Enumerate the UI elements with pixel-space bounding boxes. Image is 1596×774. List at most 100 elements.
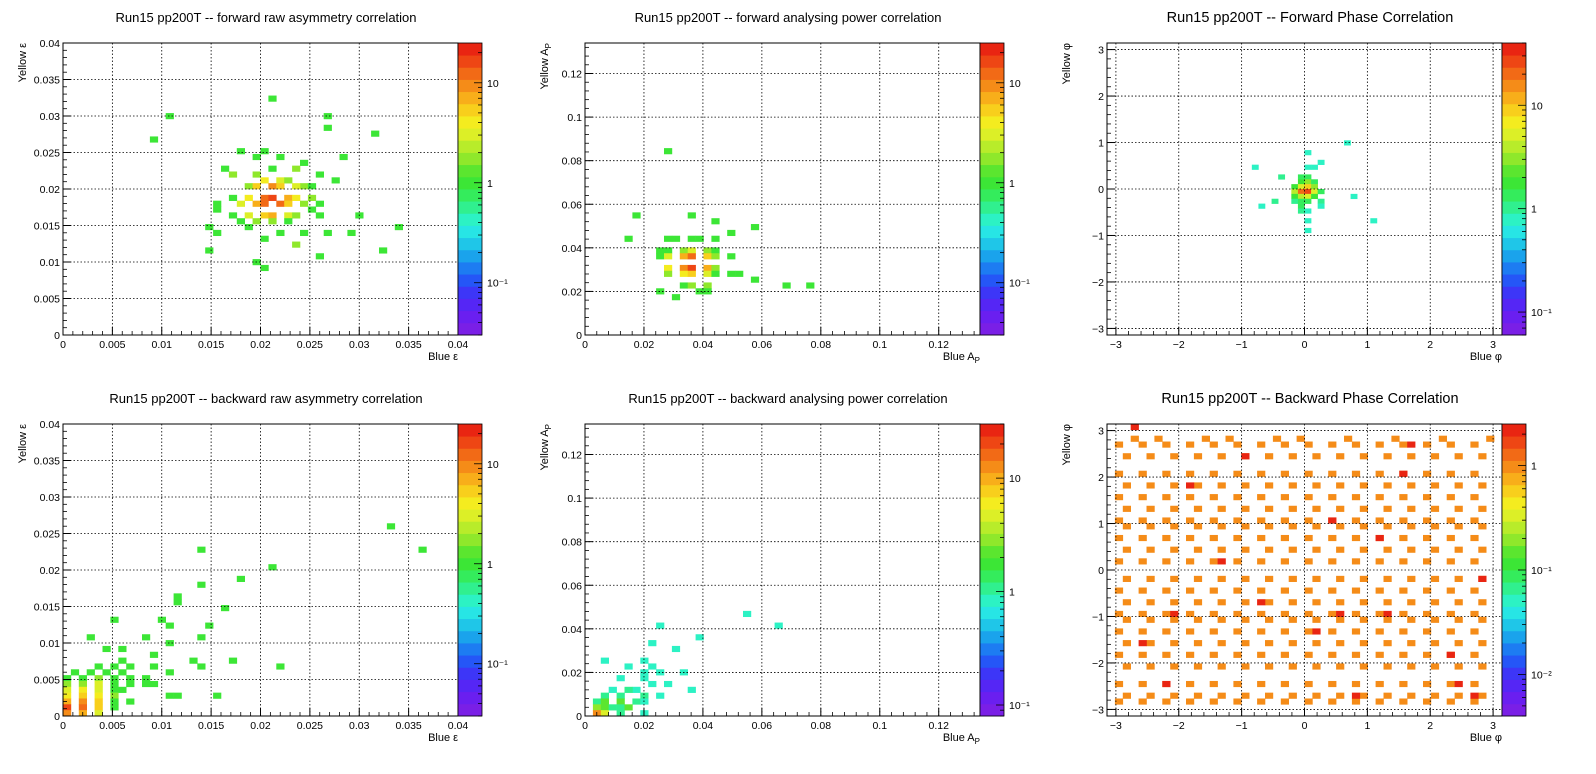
heatmap-cell	[1304, 494, 1313, 501]
heatmap-cell	[1383, 482, 1392, 489]
heatmap-cell	[1241, 640, 1250, 647]
heatmap-cell	[640, 692, 649, 699]
heatmap-cell	[1193, 546, 1203, 553]
chart-title: Run15 pp200T -- forward raw asymmetry co…	[115, 10, 417, 25]
x-tick-label: 2	[1427, 339, 1433, 351]
y-tick-label: 1	[1098, 138, 1104, 150]
x-axis-label: Blue ε	[428, 351, 458, 363]
heatmap-cell	[1170, 546, 1179, 553]
colorbar-segment	[458, 116, 482, 129]
heatmap-cell	[1470, 692, 1479, 699]
heatmap-cell	[118, 645, 127, 653]
heatmap-cell	[1291, 193, 1299, 200]
heatmap-cell	[711, 235, 720, 242]
heatmap-cell	[1217, 523, 1226, 530]
heatmap-cell	[1288, 505, 1297, 512]
heatmap-cell	[1359, 505, 1368, 512]
heatmap-cell	[1138, 610, 1147, 618]
y-axis-label: Yellowε	[17, 424, 29, 463]
heatmap-cell	[1446, 558, 1455, 565]
heatmap-cell	[1186, 517, 1195, 524]
heatmap-cell	[1297, 189, 1305, 195]
heatmap-cell	[664, 247, 673, 254]
colorbar-segment	[980, 582, 1004, 595]
heatmap-cell	[1114, 534, 1124, 542]
heatmap-cell	[1399, 651, 1408, 658]
heatmap-cell	[228, 194, 238, 201]
heatmap-cell	[1359, 546, 1368, 553]
heatmap-cell	[1328, 494, 1337, 501]
colorbar-frame	[979, 42, 1005, 336]
heatmap-cell	[260, 212, 269, 219]
heatmap-cell	[1446, 628, 1455, 635]
heatmap-cell	[1114, 587, 1124, 594]
heatmap-cell	[1186, 441, 1195, 448]
colorbar-frame	[1501, 42, 1527, 336]
heatmap-cell	[78, 698, 87, 705]
colorbar-segment	[980, 570, 1004, 583]
heatmap-cell	[1328, 651, 1337, 658]
colorbar-segment	[980, 557, 1004, 571]
colorbar-segment	[1502, 322, 1526, 336]
heatmap-cell	[63, 680, 72, 688]
heatmap-cell	[1265, 505, 1274, 512]
heatmap-cell	[102, 669, 111, 676]
heatmap-cell	[86, 669, 95, 676]
y-axis-label: Yellowφ	[1061, 424, 1073, 466]
heatmap-cell	[1399, 698, 1408, 705]
colorbar-segment	[458, 43, 482, 56]
heatmap-cell	[727, 270, 736, 277]
colorbar-segment	[458, 679, 482, 693]
heatmap-cell	[664, 270, 673, 277]
colorbar-segment	[1502, 667, 1526, 680]
heatmap-cell	[1209, 698, 1218, 705]
heatmap-cell	[1430, 599, 1440, 606]
heatmap-cell	[110, 663, 119, 670]
y-tick-label: 0.005	[34, 675, 60, 687]
heatmap-cell	[1146, 692, 1155, 699]
heatmap-cell	[1265, 599, 1274, 606]
heatmap-cell	[1430, 640, 1440, 647]
colorbar-tick-label: 10	[487, 459, 499, 471]
heatmap-cell	[1383, 505, 1392, 512]
colorbar-segment	[1502, 55, 1526, 68]
colorbar-segment	[980, 460, 1004, 474]
heatmap-cell	[260, 194, 269, 201]
heatmap-cell	[711, 253, 720, 260]
colorbar-segment	[458, 570, 482, 583]
heatmap-cell	[1375, 651, 1384, 658]
y-tick-label: 0.06	[562, 580, 583, 592]
heatmap-cell	[1423, 587, 1432, 594]
colorbar-segment	[1502, 570, 1526, 583]
heatmap-cell	[1304, 680, 1313, 688]
heatmap-cell	[1186, 470, 1195, 477]
heatmap-cell	[1138, 517, 1147, 524]
heatmap-cell	[1146, 663, 1155, 670]
heatmap-cell	[1280, 680, 1289, 688]
heatmap-cell	[1209, 534, 1218, 542]
heatmap-cell	[347, 229, 356, 237]
heatmap-cell	[1114, 441, 1124, 448]
x-tick-label: 0.02	[250, 720, 271, 732]
heatmap-cell	[371, 130, 380, 137]
heatmap-cell	[118, 657, 127, 664]
heatmap-cell	[1370, 218, 1378, 224]
heatmap-cell	[1317, 159, 1325, 165]
colorbar-segment	[1502, 164, 1526, 178]
heatmap-cell	[1312, 663, 1321, 670]
colorbar-segment	[458, 213, 482, 226]
heatmap-cell	[1312, 616, 1321, 623]
heatmap-cell	[1336, 599, 1345, 606]
heatmap-cell	[1359, 616, 1368, 623]
colorbar-segment	[458, 164, 482, 178]
heatmap-cell	[1162, 517, 1171, 524]
heatmap-cell	[1193, 640, 1203, 647]
heatmap-cell	[1399, 680, 1408, 688]
y-tick-label: 0.01	[40, 257, 61, 269]
colorbar-segment	[458, 484, 482, 498]
y-tick-label: 3	[1098, 45, 1104, 57]
colorbar-segment	[458, 533, 482, 547]
colorbar-segment	[980, 249, 1004, 263]
heatmap-cell	[1193, 523, 1203, 530]
heatmap-cell	[1122, 482, 1131, 489]
